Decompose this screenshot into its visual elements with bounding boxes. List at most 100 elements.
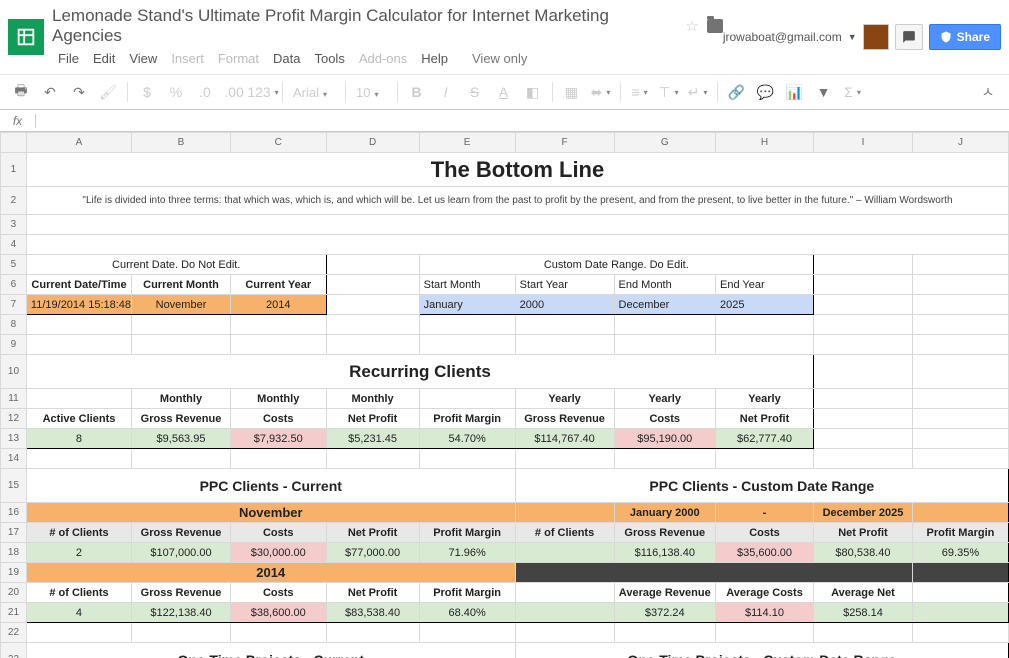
cell[interactable]: December [614,295,715,315]
collapse-toolbar-icon[interactable]: ㅅ [975,79,1001,105]
cell[interactable] [326,255,419,275]
cell[interactable] [326,623,419,643]
row-header[interactable]: 17 [1,523,27,543]
cell[interactable]: 2 [26,543,131,563]
cell[interactable]: PPC Clients - Custom Date Range [515,469,1008,503]
cell[interactable]: Gross Revenue [132,409,231,429]
row-header[interactable]: 19 [1,563,27,583]
cell[interactable]: $114,767.40 [515,429,614,449]
cell[interactable]: $9,563.95 [132,429,231,449]
cell[interactable]: November [132,295,231,315]
comments-button[interactable] [895,24,923,50]
row-header[interactable]: 21 [1,603,27,623]
col-header[interactable]: H [716,133,814,153]
cell[interactable] [230,623,326,643]
cell[interactable] [912,583,1008,603]
cell[interactable] [132,335,231,355]
cell[interactable]: $30,000.00 [230,543,326,563]
cell[interactable]: Current Date. Do Not Edit. [26,255,326,275]
cell[interactable] [230,335,326,355]
cell[interactable]: $107,000.00 [132,543,231,563]
cell[interactable]: # of Clients [515,523,614,543]
cell[interactable] [326,295,419,315]
cell[interactable] [132,449,231,469]
cell[interactable]: Profit Margin [419,523,515,543]
cell[interactable] [26,389,131,409]
cell[interactable] [912,603,1008,623]
col-header[interactable]: G [614,133,715,153]
cell[interactable]: 2025 [716,295,814,315]
row-header[interactable]: 4 [1,235,27,255]
row-header[interactable]: 5 [1,255,27,275]
col-header[interactable]: D [326,133,419,153]
cell[interactable]: Yearly [614,389,715,409]
cell[interactable]: $35,600.00 [716,543,814,563]
col-header[interactable]: J [912,133,1008,153]
folder-icon[interactable] [707,19,723,33]
cell[interactable] [912,315,1008,335]
cell[interactable]: Custom Date Range. Do Edit. [419,255,813,275]
cell[interactable] [515,543,614,563]
document-title[interactable]: Lemonade Stand's Ultimate Profit Margin … [52,6,677,46]
cell[interactable] [716,449,814,469]
cell[interactable]: PPC Clients - Current [26,469,515,503]
cell[interactable]: $372.24 [614,603,715,623]
row-header[interactable]: 3 [1,215,27,235]
cell[interactable] [515,449,614,469]
cell[interactable] [912,275,1008,295]
cell[interactable]: 2014 [230,295,326,315]
row-header[interactable]: 9 [1,335,27,355]
cell[interactable] [26,449,131,469]
cell[interactable] [26,235,1008,255]
cell[interactable]: Profit Margin [419,409,515,429]
cell[interactable]: Costs [230,583,326,603]
cell[interactable]: - [716,503,814,523]
cell[interactable]: Profit Margin [912,523,1008,543]
undo-icon[interactable]: ↶ [37,79,63,105]
avatar[interactable] [863,24,889,50]
cell[interactable] [814,275,913,295]
cell[interactable] [230,449,326,469]
cell[interactable]: Net Profit [326,409,419,429]
cell[interactable] [912,563,1008,583]
share-button[interactable]: Share [929,24,1001,50]
filter-icon[interactable]: ▼ [811,79,837,105]
row-header[interactable]: 2 [1,187,27,215]
cell[interactable] [419,389,515,409]
col-header[interactable]: F [515,133,614,153]
cell[interactable] [515,315,614,335]
cell[interactable]: 8 [26,429,131,449]
col-header[interactable]: C [230,133,326,153]
cell[interactable] [814,409,913,429]
user-email[interactable]: jrowaboat@gmail.com [723,30,842,44]
cell[interactable]: Recurring Clients [26,355,813,389]
cell[interactable]: Current Month [132,275,231,295]
row-header[interactable]: 15 [1,469,27,503]
cell[interactable] [419,315,515,335]
cell[interactable]: Costs [716,523,814,543]
cell[interactable]: End Year [716,275,814,295]
row-header[interactable]: 22 [1,623,27,643]
cell[interactable]: $83,538.40 [326,603,419,623]
cell[interactable] [515,603,614,623]
menu-data[interactable]: Data [267,49,306,68]
cell[interactable]: Start Month [419,275,515,295]
cell[interactable]: December 2025 [814,503,913,523]
cell[interactable]: # of Clients [26,583,131,603]
row-header[interactable]: 23 [1,643,27,658]
cell[interactable] [419,449,515,469]
cell[interactable] [26,335,131,355]
row-header[interactable]: 11 [1,389,27,409]
cell[interactable]: $114.10 [716,603,814,623]
cell[interactable]: 2014 [26,563,515,583]
cell[interactable]: Monthly [132,389,231,409]
cell[interactable] [814,355,913,389]
row-header[interactable]: 18 [1,543,27,563]
row-header[interactable]: 14 [1,449,27,469]
cell[interactable]: 4 [26,603,131,623]
cell[interactable] [912,295,1008,315]
cell[interactable]: $258.14 [814,603,913,623]
cell[interactable] [26,315,131,335]
star-icon[interactable]: ☆ [685,17,698,35]
cell[interactable]: Average Revenue [614,583,715,603]
